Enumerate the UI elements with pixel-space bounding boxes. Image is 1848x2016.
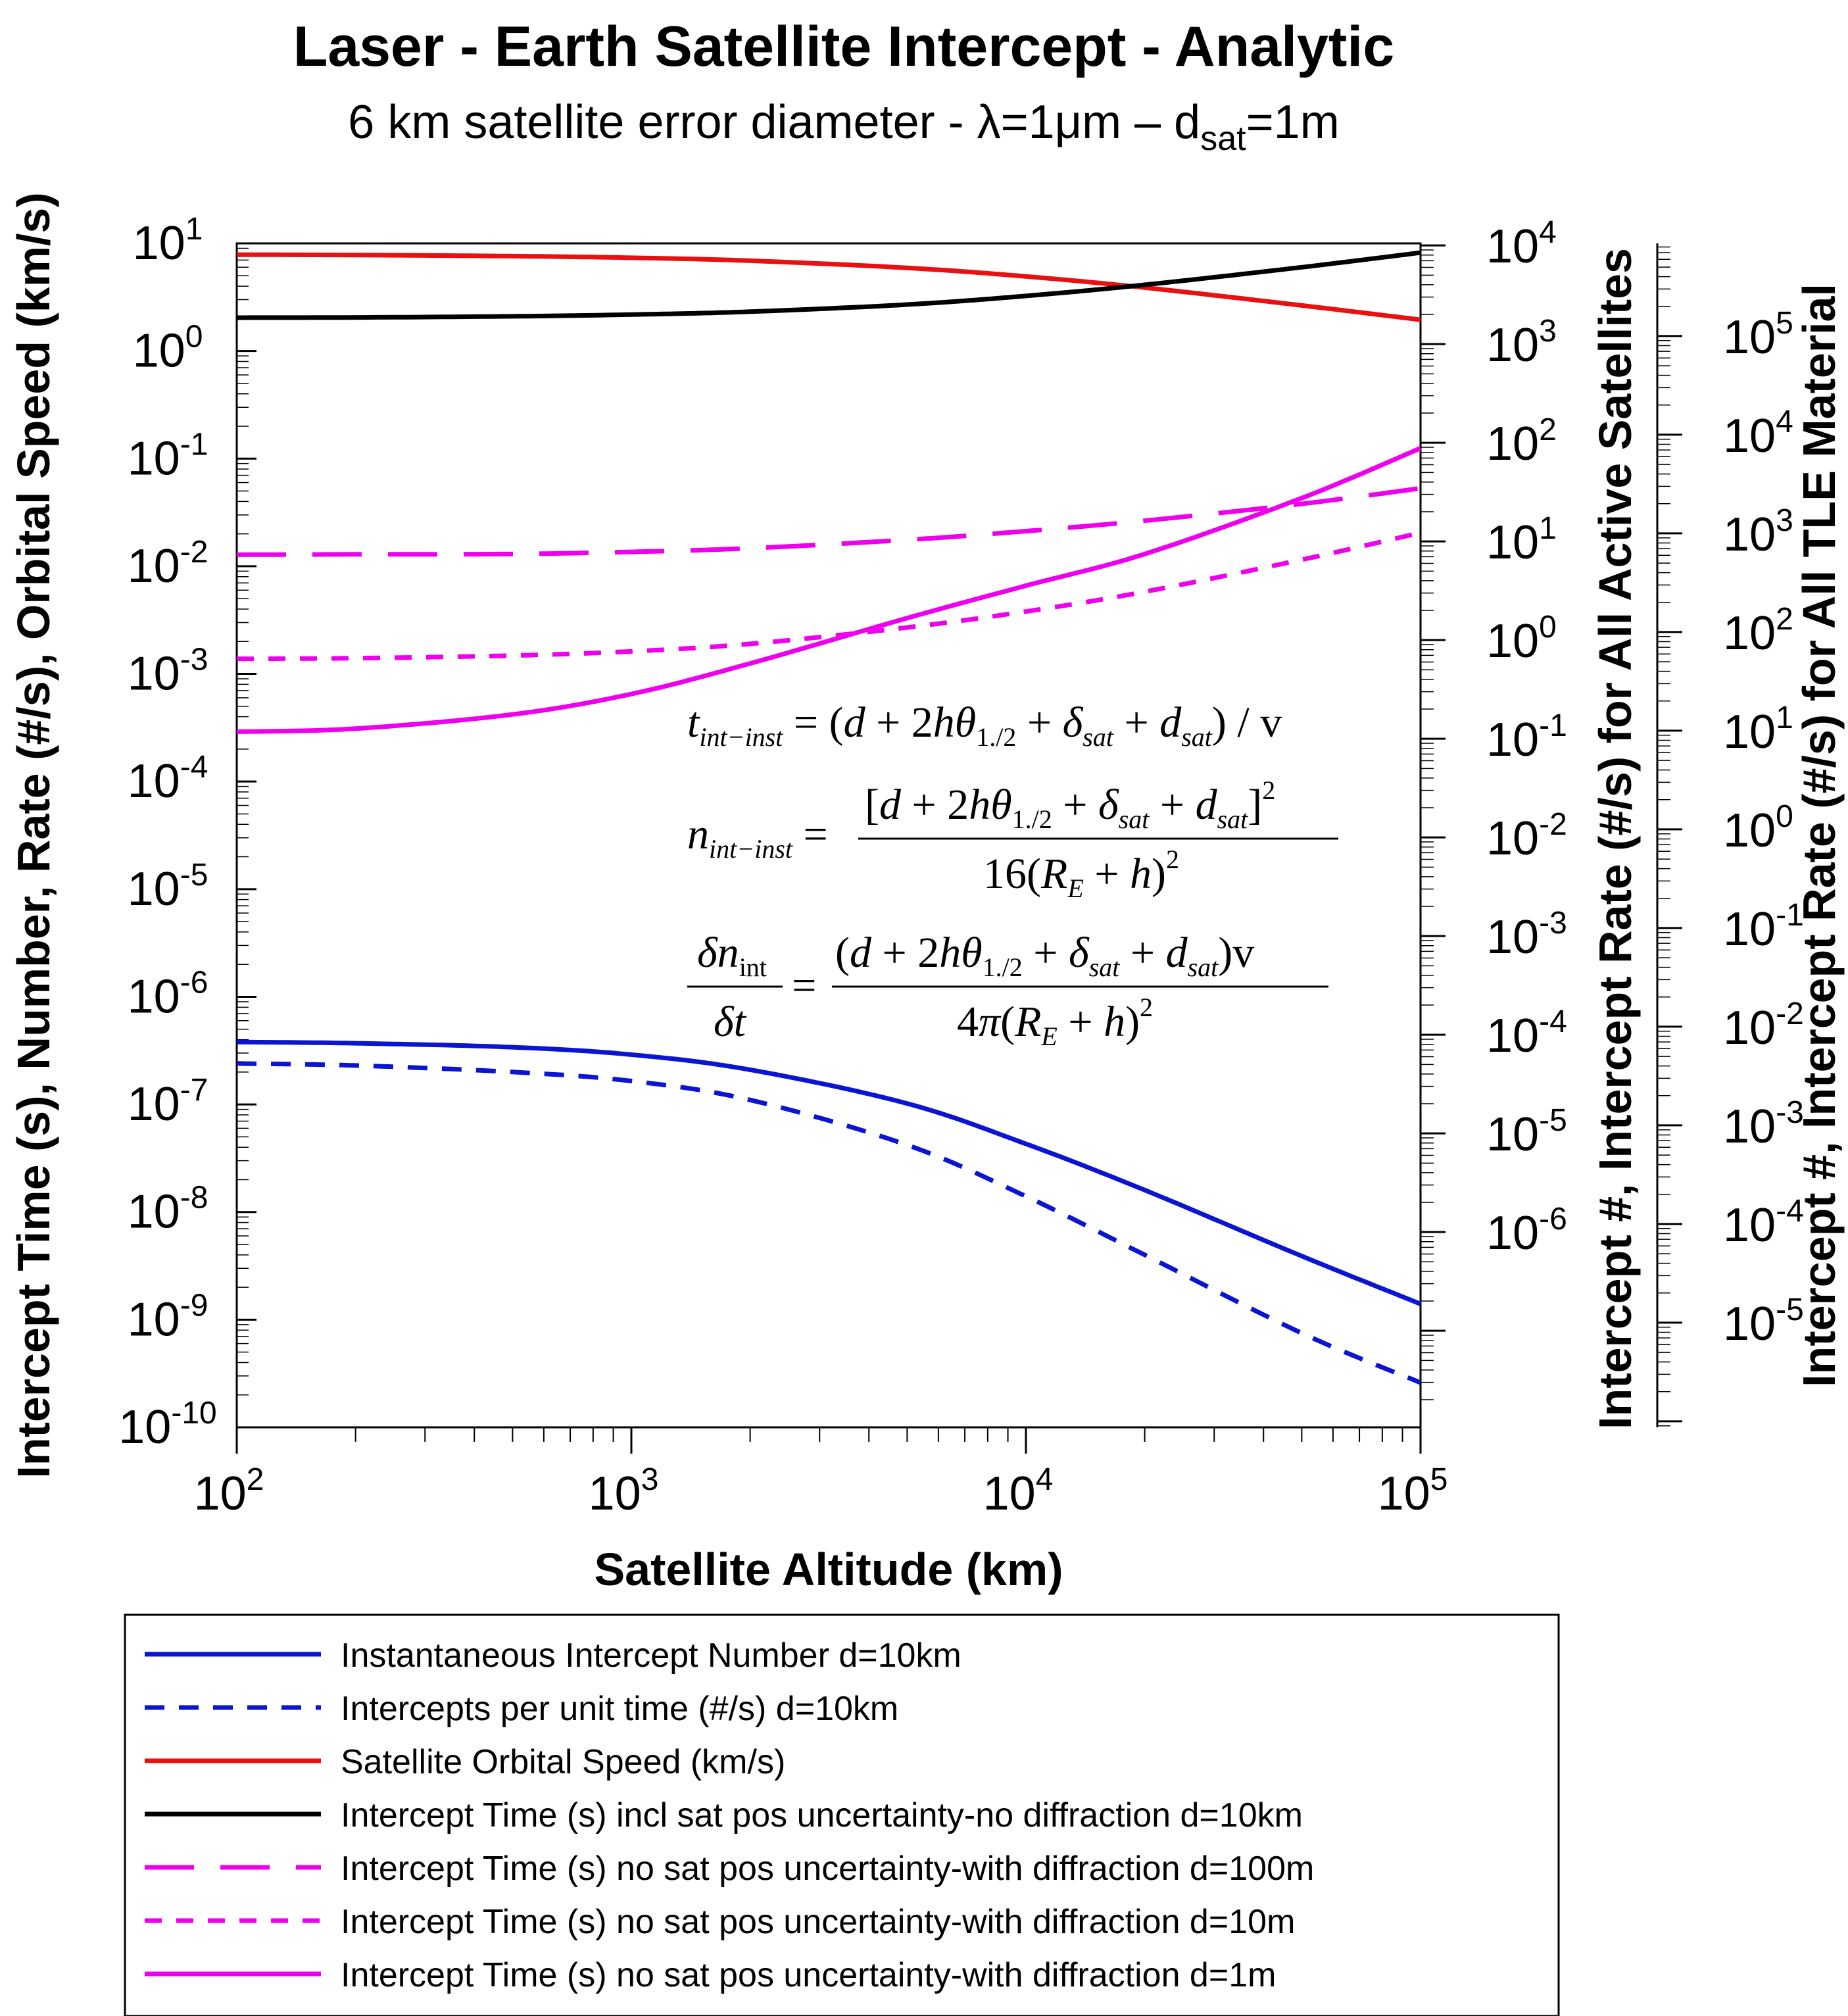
chart-subtitle: 6 km satellite error diameter - λ=1μm – … — [348, 96, 1339, 158]
legend-label: Intercept Time (s) no sat pos uncertaint… — [341, 1850, 1314, 1888]
equation-1: tint−inst = (d + 2hθ1./2 + δsat + dsat) … — [687, 699, 1282, 752]
y-axis-label: Intercept Time (s), Number, Rate (#/s), … — [8, 192, 59, 1478]
equation-3-numerator: (d + 2hθ1./2 + δsat + dsat)v — [835, 929, 1254, 982]
subtitle-tail: =1m — [1246, 96, 1340, 149]
plot-frame — [235, 242, 1422, 1429]
y-tick-label: 10-7 — [128, 1073, 208, 1131]
right-axis-2-tick-label: 100 — [1723, 799, 1793, 857]
y-tick-label: 10-8 — [128, 1181, 208, 1239]
chart-title: Laser - Earth Satellite Intercept - Anal… — [293, 15, 1394, 78]
right-axis-1-tick-label: 10-1 — [1486, 708, 1567, 766]
y-tick-label: 10-4 — [128, 750, 208, 808]
tick-labels: 102 103 104 105 101 100 10-1 10-2 10-3 10-4 10-5 10… — [118, 212, 1804, 1520]
axis-ticks — [235, 242, 1682, 1454]
legend-label: Satellite Orbital Speed (km/s) — [341, 1743, 785, 1781]
equation-3-equals: = — [789, 962, 819, 1010]
right-axis-1-tick-label: 102 — [1486, 412, 1557, 470]
series-group — [236, 250, 1422, 1385]
equation-2-lhs: nint−inst = — [687, 810, 828, 864]
legend-box — [124, 1613, 1560, 2016]
y-tick-label: 10-9 — [128, 1288, 208, 1346]
right-axis-2-tick-label: 104 — [1723, 405, 1793, 462]
right-axis-1-label: Intercept #, Intercept Rate (#/s) for Al… — [1590, 248, 1641, 1429]
y-tick-label: 10-2 — [128, 535, 208, 593]
series-line-2 — [237, 1061, 1422, 1385]
right-axis-1-tick-label: 10-3 — [1486, 906, 1567, 964]
x-tick-label: 103 — [589, 1462, 659, 1520]
y-tick-label: 10-6 — [128, 965, 208, 1023]
series-line-5 — [237, 485, 1421, 557]
x-tick-label: 102 — [194, 1462, 264, 1520]
legend-label: Intercept Time (s) no sat pos uncertaint… — [341, 1903, 1295, 1941]
right-axis-2-tick-label: 102 — [1723, 602, 1793, 660]
series-line-1 — [236, 1039, 1422, 1306]
right-axis-1-tick-label: 104 — [1486, 215, 1557, 273]
right-axis-2-tick-label: 105 — [1723, 306, 1793, 364]
legend-label: Intercepts per unit time (#/s) d=10km — [341, 1690, 898, 1728]
y-tick-label: 10-5 — [128, 858, 208, 916]
y-tick-label: 101 — [133, 212, 203, 270]
equations: tint−inst = (d + 2hθ1./2 + δsat + dsat) … — [687, 699, 1338, 1051]
right-axis-1-tick-label: 10-6 — [1486, 1202, 1567, 1260]
right-axis-1-tick-label: 10-5 — [1486, 1103, 1567, 1161]
legend: Instantaneous Intercept Number d=10km Int… — [145, 1636, 1314, 1994]
right-axis-2-tick-label: 10-1 — [1723, 898, 1804, 956]
right-axis-2-tick-label: 10-2 — [1723, 996, 1804, 1054]
equation-2-denominator: 16(RE + h)2 — [983, 845, 1179, 903]
right-axis-2-tick-label: 10-4 — [1723, 1194, 1804, 1252]
equation-3-denominator: 4π(RE + h)2 — [957, 993, 1153, 1051]
y-tick-label: 10-3 — [128, 643, 208, 701]
x-tick-label: 105 — [1378, 1462, 1448, 1520]
y-tick-label: 10-1 — [128, 427, 208, 485]
subtitle-main: 6 km satellite error diameter - λ=1μm – … — [348, 96, 1200, 149]
right-axis-2-tick-label: 101 — [1723, 701, 1793, 758]
right-axis-1-tick-label: 103 — [1486, 314, 1557, 372]
legend-label: Instantaneous Intercept Number d=10km — [341, 1636, 961, 1675]
subtitle-subscript: sat — [1200, 120, 1246, 158]
right-axis-2-tick-label: 10-3 — [1723, 1095, 1804, 1153]
y-tick-label: 100 — [133, 320, 203, 378]
right-axis-1-tick-label: 10-4 — [1486, 1004, 1567, 1062]
series-line-6 — [236, 530, 1421, 662]
right-axis-1-tick-label: 10-2 — [1486, 807, 1567, 865]
legend-label: Intercept Time (s) no sat pos uncertaint… — [341, 1956, 1276, 1994]
right-axis-1-tick-label: 100 — [1486, 610, 1557, 668]
series-line-4 — [237, 250, 1421, 320]
series-line-3 — [237, 252, 1421, 322]
right-axis-2-tick-label: 10-5 — [1723, 1292, 1804, 1350]
y-tick-label: 10-10 — [118, 1396, 216, 1454]
equation-2-numerator: [d + 2hθ1./2 + δsat + dsat]2 — [865, 775, 1275, 834]
equation-3-lhs-num: δnint — [697, 929, 767, 982]
right-axis-2-tick-label: 103 — [1723, 503, 1793, 561]
equation-3-lhs-den: δt — [714, 998, 747, 1046]
x-tick-label: 104 — [983, 1462, 1054, 1520]
series-line-7 — [236, 446, 1422, 734]
right-axis-1-tick-label: 101 — [1486, 511, 1557, 569]
right-axis-2-label: Intercept #, Intercept Rate (#/s) for Al… — [1793, 283, 1845, 1387]
x-axis-label: Satellite Altitude (km) — [594, 1544, 1063, 1595]
legend-label: Intercept Time (s) incl sat pos uncertai… — [341, 1796, 1303, 1834]
